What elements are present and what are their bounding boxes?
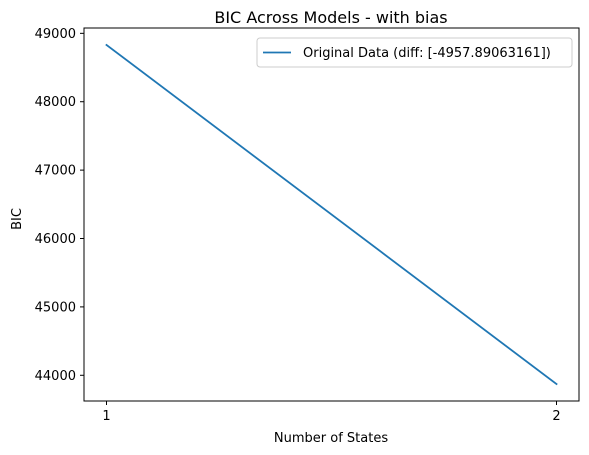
y-tick-label: 44000 <box>35 369 76 384</box>
x-axis-label: Number of States <box>274 431 388 446</box>
y-tick-label: 49000 <box>35 27 76 42</box>
legend-label: Original Data (diff: [-4957.89063161]) <box>303 46 551 61</box>
series-line <box>105 43 558 386</box>
y-tick-label: 45000 <box>35 300 76 315</box>
chart-title: BIC Across Models - with bias <box>214 8 447 27</box>
y-axis-ticks: 44000 45000 46000 47000 48000 49000 <box>35 27 84 384</box>
legend-box <box>256 37 573 68</box>
y-tick-label: 46000 <box>35 232 76 247</box>
y-tick-label: 48000 <box>35 95 76 110</box>
y-axis-label: BIC <box>10 208 25 230</box>
plot-area-frame <box>83 27 580 402</box>
series-layer <box>105 43 558 386</box>
y-tick-label: 47000 <box>35 164 76 179</box>
legend: Original Data (diff: [-4957.89063161]) <box>256 37 573 68</box>
x-tick-label: 2 <box>552 409 560 424</box>
x-tick-label: 1 <box>102 409 110 424</box>
